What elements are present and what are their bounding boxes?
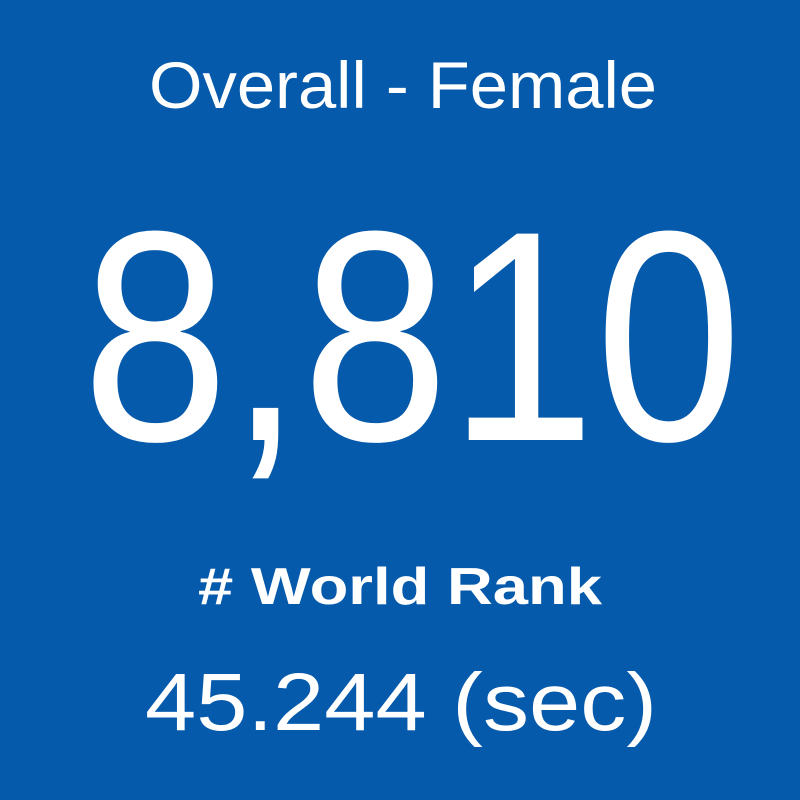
tile-time: 45.244 (sec) (145, 657, 657, 748)
tile-value: 8,810 (82, 168, 742, 504)
tile-label: # World Rank (198, 558, 602, 616)
tile-title: Overall - Female (149, 48, 657, 122)
